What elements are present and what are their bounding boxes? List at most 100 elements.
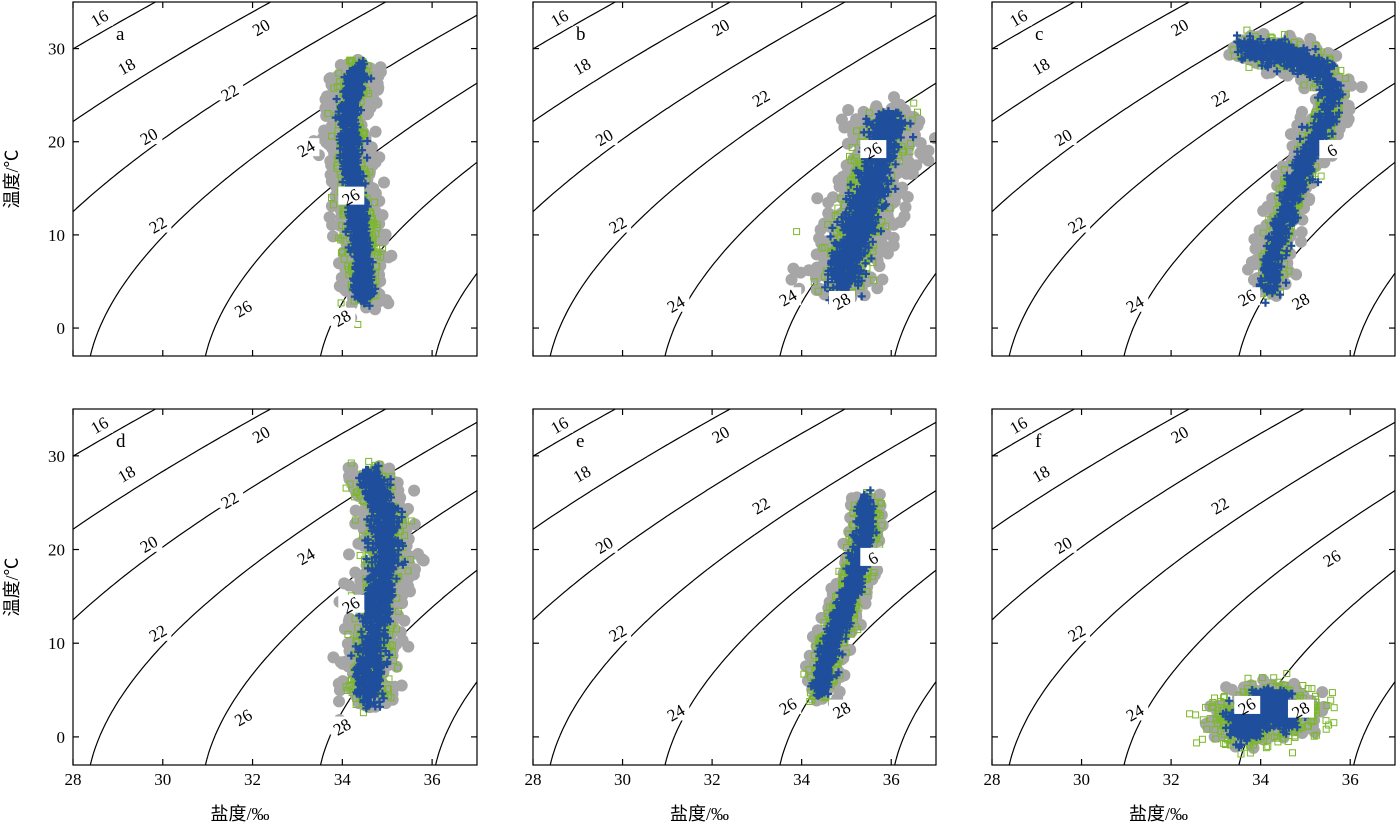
blue-cross-point	[885, 168, 894, 177]
green-square-point	[848, 144, 856, 152]
blue-cross-point	[892, 131, 901, 140]
green-square-point	[370, 219, 378, 227]
gray-point	[842, 104, 855, 116]
blue-cross-point	[836, 243, 844, 252]
contour-label-bg	[546, 7, 573, 26]
y-axis-title: 温度/℃	[2, 149, 22, 208]
contour-label-bg	[86, 7, 113, 26]
blue-cross-point	[856, 186, 865, 195]
blue-cross-point	[841, 238, 850, 247]
y-tick-label: 30	[48, 40, 65, 59]
blue-cross-point	[851, 276, 860, 285]
blue-cross-point	[883, 112, 892, 121]
blue-cross-point	[351, 71, 360, 80]
green-square-point	[339, 247, 347, 255]
blue-cross-point	[857, 234, 866, 243]
blue-cross-point	[354, 277, 363, 286]
contour-label-bg	[217, 82, 244, 101]
blue-cross-point	[878, 127, 886, 136]
contour-label-bg	[113, 56, 140, 75]
green-square-point	[365, 90, 373, 98]
contour-label-bg	[230, 298, 257, 317]
gray-point	[316, 132, 329, 145]
blue-cross-point	[338, 178, 347, 186]
green-square-point	[330, 201, 337, 209]
blue-cross-point	[896, 112, 905, 120]
green-square-point	[336, 78, 344, 86]
blue-cross-point	[878, 167, 887, 176]
green-square-point	[831, 212, 839, 219]
blue-cross-point	[875, 185, 884, 194]
blue-cross-point	[891, 184, 900, 193]
density-contour-16	[533, 2, 616, 50]
blue-cross-point	[356, 244, 365, 252]
contour-label-bg	[248, 17, 275, 36]
blue-cross-point	[864, 208, 873, 217]
green-square-point	[328, 194, 335, 201]
density-contour-16	[73, 2, 156, 50]
blue-cross-point	[358, 84, 367, 93]
blue-cross-point	[358, 61, 367, 69]
gray-point	[929, 132, 936, 145]
blue-cross-point	[878, 203, 887, 212]
blue-cross-point	[353, 158, 362, 167]
density-contour-18	[533, 2, 731, 122]
gray-point	[378, 176, 390, 189]
green-square-point	[869, 247, 877, 255]
blue-cross-point	[889, 110, 898, 118]
blue-cross-point	[852, 166, 861, 175]
green-square-point	[334, 82, 342, 90]
green-square-point	[834, 204, 842, 212]
gray-point	[1263, 201, 1276, 213]
green-square-point	[814, 287, 822, 295]
density-contour-18	[992, 2, 1190, 122]
gray-point	[1343, 103, 1356, 116]
gray-point	[369, 125, 382, 138]
blue-cross-point	[353, 91, 362, 100]
green-square-point	[337, 236, 345, 244]
blue-cross-point	[338, 103, 347, 112]
gray-point	[811, 192, 824, 205]
green-square-point	[338, 222, 346, 230]
contour-label-bg	[748, 87, 775, 106]
gray-point	[876, 273, 889, 286]
blue-cross-point	[341, 129, 350, 138]
gray-point	[366, 159, 379, 172]
blue-cross-point	[864, 128, 873, 136]
green-square-point	[379, 245, 387, 253]
blue-cross-point	[363, 153, 372, 162]
gray-point	[810, 248, 823, 261]
green-square-point	[347, 58, 355, 66]
blue-cross-point	[870, 180, 879, 189]
contour-label-bg	[136, 126, 163, 145]
blue-cross-point	[882, 161, 891, 170]
gray-point	[319, 93, 332, 106]
green-square-point	[906, 148, 914, 155]
contour-label-bg	[708, 17, 735, 36]
blue-cross-point	[331, 113, 340, 122]
blue-cross-point	[348, 130, 357, 139]
blue-cross-point	[841, 284, 850, 293]
gray-point	[333, 280, 346, 293]
gray-point	[1295, 226, 1308, 239]
blue-cross-point	[909, 133, 918, 142]
blue-cross-point	[344, 78, 352, 87]
gray-point	[1242, 263, 1254, 276]
blue-cross-point	[853, 265, 862, 274]
green-square-point	[870, 276, 877, 284]
blue-cross-point	[864, 243, 873, 252]
green-square-point	[865, 109, 873, 117]
blue-cross-point	[336, 115, 345, 124]
blue-cross-point	[871, 226, 879, 234]
blue-cross-point	[854, 253, 863, 262]
green-square-point	[910, 99, 918, 107]
blue-cross-point	[857, 292, 866, 301]
green-square-point	[330, 84, 338, 92]
blue-cross-point	[336, 102, 345, 111]
green-square-point	[372, 230, 380, 238]
gray-point	[906, 167, 919, 180]
contour-label-bg	[569, 56, 596, 75]
